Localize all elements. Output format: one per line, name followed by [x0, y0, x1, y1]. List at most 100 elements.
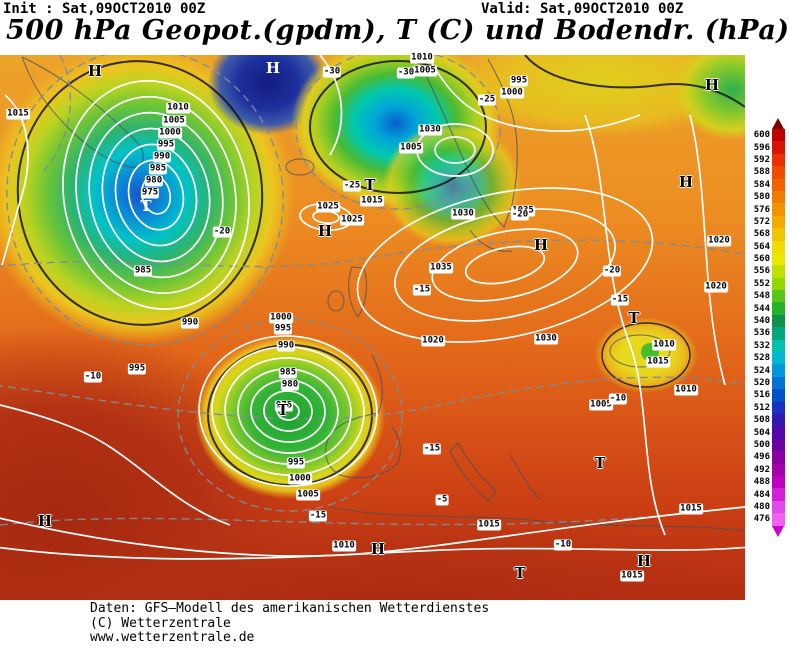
- legend-value: 496: [753, 452, 770, 463]
- page-title: 500 hPa Geopot.(gpdm), T (C) und Bodendr…: [6, 15, 790, 46]
- legend-row: 588: [744, 166, 790, 179]
- legend-row: 580: [744, 190, 790, 204]
- valid-time-label: Valid: Sat,09OCT2010 00Z: [481, 1, 684, 17]
- legend-color-chip: [772, 364, 785, 377]
- attribution-footer: Daten: GFS—Modell des amerikanischen Wet…: [90, 601, 490, 646]
- legend-value: 492: [753, 464, 770, 475]
- legend-value: 508: [753, 415, 770, 426]
- legend-row: 492: [744, 463, 790, 476]
- legend-value: 532: [753, 340, 770, 351]
- legend-row: 572: [744, 215, 790, 229]
- legend-row: 568: [744, 228, 790, 241]
- legend-value: 540: [753, 316, 770, 327]
- legend-value: 580: [753, 192, 770, 203]
- legend-value: 568: [753, 229, 770, 240]
- legend-color-chip: [772, 413, 785, 427]
- legend-row: 500: [744, 438, 790, 452]
- legend-value: 488: [753, 477, 770, 488]
- legend-row: 544: [744, 302, 790, 315]
- legend-rows: 600 596 592 588 584 580 576 572 568 564 560 556 552 5…: [744, 129, 790, 526]
- weather-map: [0, 55, 745, 600]
- copyright-line: (C) Wetterzentrale: [90, 615, 231, 631]
- legend-color-chip: [772, 475, 785, 489]
- legend-value: 596: [753, 142, 770, 153]
- legend-color-chip: [772, 190, 785, 204]
- legend-value: 552: [753, 278, 770, 289]
- legend-color-chip: [772, 352, 785, 365]
- legend-value: 484: [753, 489, 770, 500]
- legend-color-chip: [772, 277, 785, 291]
- legend-value: 480: [753, 501, 770, 512]
- legend-row: 564: [744, 240, 790, 253]
- legend-row: 488: [744, 475, 790, 489]
- legend-row: 556: [744, 265, 790, 278]
- legend-value: 504: [753, 427, 770, 438]
- legend-row: 548: [744, 290, 790, 303]
- legend-value: 564: [753, 241, 770, 252]
- legend-color-chip: [772, 314, 785, 328]
- legend-row: 508: [744, 413, 790, 427]
- legend-row: 520: [744, 376, 790, 390]
- legend-row: 576: [744, 203, 790, 216]
- legend-color-chip: [772, 451, 785, 464]
- legend-color-chip: [772, 265, 785, 278]
- legend-value: 544: [753, 303, 770, 314]
- legend-color-chip: [772, 513, 785, 526]
- legend-value: 520: [753, 378, 770, 388]
- legend-row: 584: [744, 178, 790, 191]
- legend-value: 588: [753, 167, 770, 178]
- legend-value: 528: [753, 353, 770, 364]
- legend-color-chip: [772, 339, 785, 353]
- legend-value: 500: [753, 439, 770, 450]
- legend-color-chip: [772, 203, 785, 216]
- legend-color-chip: [772, 215, 785, 229]
- legend-value: 524: [753, 365, 770, 376]
- legend-row: 504: [744, 426, 790, 439]
- legend-value: 592: [753, 154, 770, 165]
- legend-color-chip: [772, 153, 785, 167]
- legend-value: 512: [753, 402, 770, 413]
- legend-value: 548: [753, 291, 770, 302]
- legend-value: 516: [753, 390, 770, 401]
- legend-row: 536: [744, 327, 790, 340]
- legend-row: 592: [744, 153, 790, 167]
- website-link: www.wetterzentrale.de: [90, 630, 255, 645]
- legend-row: 484: [744, 488, 790, 501]
- legend-row: 516: [744, 389, 790, 402]
- legend-row: 512: [744, 401, 790, 414]
- legend-color-chip: [772, 327, 785, 340]
- legend-color-chip: [772, 438, 785, 452]
- map-graphic: [0, 55, 745, 600]
- legend-color-chip: [772, 228, 785, 241]
- legend-color-chip: [772, 141, 785, 154]
- legend-color-chip: [772, 500, 785, 514]
- geopotential-color-scale: 600 596 592 588 584 580 576 572 568 564 560 556 552 5…: [744, 118, 790, 537]
- legend-value: 476: [753, 514, 770, 525]
- legend-color-chip: [772, 376, 785, 390]
- legend-row: 528: [744, 352, 790, 365]
- legend-color-chip: [772, 488, 785, 501]
- legend-row: 496: [744, 451, 790, 464]
- legend-color-chip: [772, 389, 785, 402]
- legend-row: 524: [744, 364, 790, 377]
- legend-value: 536: [753, 328, 770, 339]
- legend-color-chip: [772, 463, 785, 476]
- legend-row: 540: [744, 314, 790, 328]
- legend-row: 600: [744, 129, 790, 142]
- legend-color-chip: [772, 252, 785, 266]
- legend-color-chip: [772, 129, 785, 142]
- legend-color-chip: [772, 426, 785, 439]
- legend-color-chip: [772, 166, 785, 179]
- legend-row: 552: [744, 277, 790, 291]
- legend-value: 556: [753, 266, 770, 277]
- legend-color-chip: [772, 240, 785, 253]
- legend-value: 576: [753, 204, 770, 215]
- legend-color-chip: [772, 290, 785, 303]
- legend-row: 476: [744, 513, 790, 526]
- legend-value: 560: [753, 254, 770, 265]
- legend-value: 572: [753, 216, 770, 227]
- data-source-line: Daten: GFS—Modell des amerikanischen Wet…: [90, 601, 490, 616]
- legend-color-chip: [772, 178, 785, 191]
- legend-value: 584: [753, 179, 770, 190]
- legend-arrow-up-icon: [772, 118, 784, 129]
